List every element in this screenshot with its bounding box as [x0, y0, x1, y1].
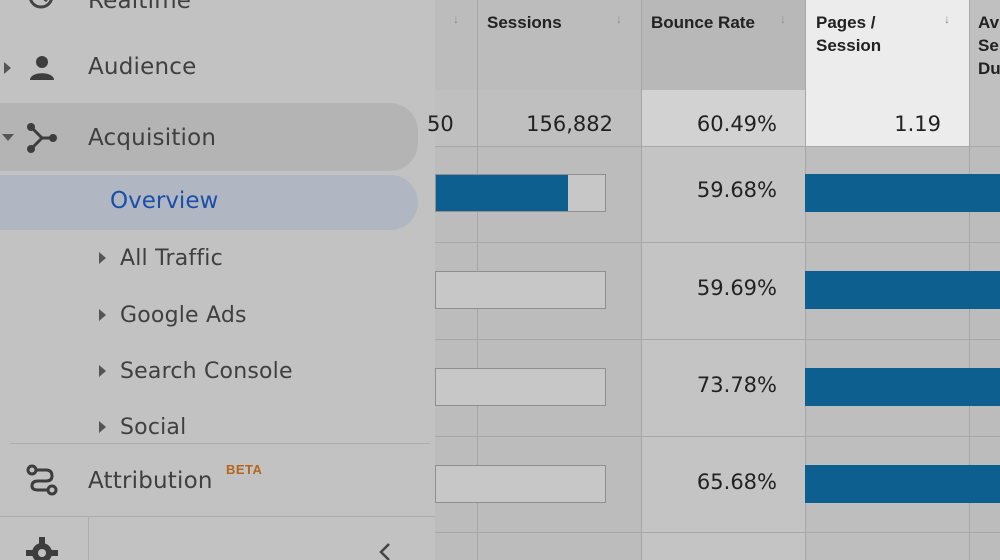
column-header-avg-line3[interactable]: Du: [978, 59, 1000, 78]
sessions-bar-fill: [436, 175, 568, 211]
sidebar-item-label: Google Ads: [120, 303, 247, 328]
total-bounce-rate: 60.49%: [696, 112, 777, 136]
sidebar-item-label: Realtime: [88, 0, 192, 14]
sidebar-item-google-ads[interactable]: Google Ads: [0, 299, 418, 333]
sort-arrow-icon[interactable]: ↓: [944, 12, 950, 26]
sidebar-item-label: Audience: [88, 54, 197, 80]
column-divider: [641, 0, 642, 560]
pages-session-bar: [805, 368, 1000, 406]
gear-icon[interactable]: [26, 537, 58, 560]
row-divider: [435, 436, 1000, 437]
total-pages-session: 1.19: [894, 112, 941, 136]
caret-down-icon: [2, 134, 14, 141]
pages-session-bar: [805, 465, 1000, 503]
collapse-chevron-icon[interactable]: [376, 542, 394, 560]
sidebar-item-attribution[interactable]: Attribution BETA: [0, 460, 420, 500]
divider: [88, 516, 89, 560]
column-header-avg-line2[interactable]: Se: [978, 36, 999, 55]
bounce-rate-value: 73.78%: [696, 373, 777, 397]
sidebar-item-label: All Traffic: [120, 246, 223, 271]
header-bg: [969, 0, 1000, 146]
total-partial-value: 50: [427, 112, 454, 136]
divider: [0, 516, 435, 517]
bounce-rate-value: 59.68%: [696, 178, 777, 202]
bounce-rate-value: 65.68%: [696, 470, 777, 494]
sessions-bar: [435, 465, 606, 503]
attribution-icon: [26, 464, 58, 496]
sidebar-item-search-console[interactable]: Search Console: [0, 355, 418, 389]
sort-arrow-icon[interactable]: ↓: [780, 12, 786, 26]
pages-session-bar: [805, 271, 1000, 309]
row-divider: [435, 242, 1000, 243]
column-header-avg-line1[interactable]: Av: [978, 13, 1000, 32]
sort-arrow-icon[interactable]: ↓: [616, 12, 622, 26]
metrics-table: ↓ Sessions ↓ Bounce Rate ↓ Pages / Sessi…: [427, 0, 1000, 560]
clock-icon: [29, 0, 53, 9]
row-divider: [435, 339, 1000, 340]
pages-session-highlight: [805, 0, 969, 146]
column-header-pages-session-line2[interactable]: Session: [816, 36, 882, 55]
sidebar-nav: Realtime Audience Acquisition Overview A…: [0, 0, 435, 560]
column-header-pages-session-line1[interactable]: Pages /: [816, 13, 876, 32]
column-header-bounce-rate[interactable]: Bounce Rate: [651, 13, 755, 32]
sidebar-item-label: Social: [120, 415, 187, 440]
sessions-bar: [435, 174, 606, 212]
sidebar-item-label: Acquisition: [88, 125, 217, 151]
sidebar-item-overview[interactable]: Overview: [0, 175, 418, 230]
row-divider: [435, 146, 1000, 147]
caret-right-icon: [99, 252, 106, 264]
column-header-sessions[interactable]: Sessions: [487, 13, 562, 32]
totals-bg: [435, 90, 641, 146]
caret-right-icon: [99, 309, 106, 321]
row-divider: [435, 532, 1000, 533]
totals-bg: [641, 90, 805, 146]
sort-arrow-icon[interactable]: ↓: [453, 12, 459, 26]
sidebar-item-label: Attribution: [88, 468, 213, 494]
caret-right-icon: [99, 365, 106, 377]
acquisition-icon: [27, 123, 57, 153]
caret-right-icon: [4, 62, 11, 74]
header-bg: [641, 0, 805, 90]
sidebar-item-all-traffic[interactable]: All Traffic: [0, 242, 418, 276]
sidebar-item-acquisition[interactable]: Acquisition: [0, 118, 418, 158]
sidebar-item-social[interactable]: Social: [0, 411, 418, 445]
acquisition-highlight: [0, 103, 418, 171]
sidebar-item-label: Overview: [110, 188, 219, 214]
caret-right-icon: [99, 421, 106, 433]
sessions-bar: [435, 368, 606, 406]
beta-badge: BETA: [226, 462, 263, 477]
sidebar-item-audience[interactable]: Audience: [0, 48, 420, 88]
total-sessions: 156,882: [526, 112, 613, 136]
pages-session-bar: [805, 174, 1000, 212]
sessions-bar: [435, 271, 606, 309]
divider: [10, 443, 430, 444]
sidebar-item-label: Search Console: [120, 359, 293, 384]
person-icon: [30, 56, 54, 80]
bounce-rate-value: 59.69%: [696, 276, 777, 300]
